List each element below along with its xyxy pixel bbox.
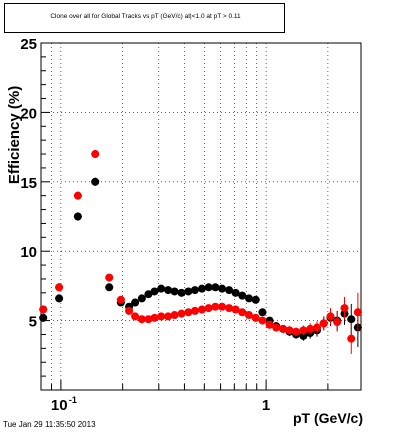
data-point	[73, 212, 82, 221]
data-point	[319, 319, 328, 328]
data-point	[211, 302, 220, 311]
data-point	[326, 312, 335, 321]
data-point	[251, 295, 260, 304]
data-point	[244, 311, 253, 320]
data-point	[238, 308, 247, 317]
data-point	[238, 291, 247, 300]
y-tick-label: 15	[20, 175, 37, 192]
data-point	[150, 287, 159, 296]
data-point	[285, 326, 294, 335]
data-point	[258, 308, 267, 317]
data-point	[73, 191, 82, 200]
data-point	[137, 294, 146, 303]
data-point	[105, 283, 114, 292]
data-point	[164, 312, 173, 321]
timestamp: Tue Jan 29 11:35:50 2013	[3, 420, 96, 429]
data-point	[177, 288, 186, 297]
data-point	[144, 290, 153, 299]
data-point	[225, 286, 234, 295]
data-point	[125, 306, 134, 315]
y-tick-label: 20	[20, 105, 37, 122]
data-point	[91, 177, 100, 186]
data-point	[204, 304, 213, 313]
data-point	[190, 306, 199, 315]
data-point	[251, 313, 260, 322]
data-point	[347, 334, 356, 343]
data-point	[144, 315, 153, 324]
y-tick-label: 10	[20, 244, 37, 261]
data-point	[218, 284, 227, 293]
data-point	[105, 273, 114, 282]
data-point	[204, 283, 213, 292]
data-point	[184, 287, 193, 296]
data-point	[39, 313, 48, 322]
data-point	[272, 323, 281, 332]
data-point	[39, 305, 48, 314]
x-tick-label: 10	[51, 397, 68, 414]
data-point	[116, 295, 125, 304]
x-tick-label-exponent: -1	[69, 395, 77, 405]
data-point	[353, 308, 362, 317]
chart-marks	[39, 149, 362, 354]
data-point	[211, 283, 220, 292]
x-tick-label: 1	[262, 397, 270, 414]
data-point	[137, 315, 146, 324]
data-point	[340, 304, 349, 313]
data-point	[164, 286, 173, 295]
x-axis-label: pT (GeV/c)	[293, 410, 363, 426]
data-point	[170, 311, 179, 320]
data-point	[299, 331, 308, 340]
data-point	[231, 288, 240, 297]
data-point	[184, 308, 193, 317]
data-point	[231, 305, 240, 314]
chart-title: Clone over all for Global Tracks vs pT (…	[50, 13, 241, 20]
data-point	[225, 304, 234, 313]
y-tick-label: 25	[20, 36, 37, 53]
data-point	[292, 327, 301, 336]
data-point	[347, 315, 356, 324]
data-point	[91, 150, 100, 159]
data-point	[177, 309, 186, 318]
plot-frame	[40, 42, 362, 391]
data-point	[265, 320, 274, 329]
data-point	[190, 286, 199, 295]
y-tick-label: 5	[29, 314, 37, 331]
data-point	[279, 324, 288, 333]
data-point	[55, 294, 64, 303]
data-point	[258, 316, 267, 325]
data-point	[150, 313, 159, 322]
data-point	[244, 294, 253, 303]
data-point	[197, 305, 206, 314]
data-point	[306, 324, 315, 333]
data-point	[170, 287, 179, 296]
data-point	[131, 312, 140, 321]
data-point	[157, 312, 166, 321]
data-point	[218, 302, 227, 311]
y-axis-label: Efficiency (%)	[6, 86, 23, 184]
chart-title-box: Clone over all for Global Tracks vs pT (…	[4, 3, 285, 33]
data-point	[333, 317, 342, 326]
data-point	[131, 298, 140, 307]
data-point	[299, 326, 308, 335]
chart-grid	[41, 43, 361, 390]
data-point	[55, 283, 64, 292]
data-point	[312, 323, 321, 332]
data-point	[197, 284, 206, 293]
data-point	[157, 284, 166, 293]
